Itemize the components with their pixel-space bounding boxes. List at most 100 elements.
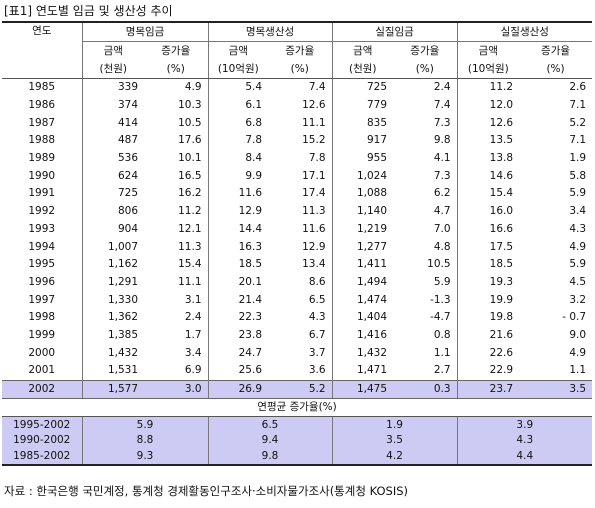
value-cell: 1,471: [331, 362, 394, 381]
value-cell: 4.3: [308, 311, 326, 324]
value-cell: 17.6: [178, 134, 202, 147]
table-row: 1996 1,291 11.1 20.1 8.6 1,494 5.9 19.3 4.5: [2, 273, 592, 292]
header-unit: (10억원): [207, 60, 269, 79]
avg-period-cell: 1985-2002: [2, 448, 82, 466]
value-cell: 19.3: [456, 273, 520, 292]
value-cell: 10.3: [178, 99, 202, 112]
value-cell: 14.6: [456, 167, 520, 186]
value-cell: 11.6: [207, 185, 269, 203]
table-row: 1998 1,362 2.4 22.3 4.3 1,404 -4.7 19.8 - 0.7: [2, 308, 592, 327]
value-cell: 3.1: [184, 293, 202, 306]
value-cell: 16.0: [456, 202, 520, 221]
value-cell: 725: [81, 185, 144, 203]
header-year: 연도: [2, 21, 82, 79]
avg-value-cell: 5.9: [81, 416, 209, 433]
value-cell: 1,432: [331, 344, 394, 362]
value-cell: 339: [81, 78, 144, 97]
value-cell: 3.4: [184, 346, 202, 359]
value-cell: 1,277: [331, 238, 394, 256]
table-row: 2001 1,531 6.9 25.6 3.6 1,471 2.7 22.9 1.1: [2, 362, 592, 381]
value-cell: 18.5: [207, 255, 269, 274]
value-cell: 7.4: [308, 81, 326, 94]
value-cell: - 0.7: [562, 311, 587, 324]
value-cell: 12.6: [302, 99, 326, 112]
value-cell: 1,140: [331, 202, 394, 221]
value-cell: 13.4: [302, 258, 326, 271]
value-cell: 4.9: [569, 240, 587, 253]
year-cell: 1993: [28, 222, 56, 235]
value-cell: 7.8: [207, 132, 269, 150]
value-cell: 1.1: [433, 346, 451, 359]
year-cell: 1998: [28, 311, 56, 324]
value-cell: 1,432: [81, 344, 144, 362]
year-cell: 1989: [28, 152, 56, 165]
table-row: 1987 414 10.5 6.8 11.1 835 7.3 12.6 5.2: [2, 114, 592, 133]
value-cell: 22.9: [456, 362, 520, 381]
table-row: 1997 1,330 3.1 21.4 6.5 1,474 -1.3 19.9 3.2: [2, 291, 592, 309]
value-cell: 3.4: [569, 205, 587, 218]
value-cell: 11.2: [456, 78, 520, 97]
value-cell: 3.0: [144, 379, 209, 400]
value-cell: 487: [81, 132, 144, 150]
value-cell: 6.1: [207, 96, 269, 115]
avg-title-row: 연평균 증가율(%): [2, 398, 593, 418]
value-cell: 624: [81, 167, 144, 186]
value-cell: 4.3: [569, 222, 587, 235]
value-cell: 6.5: [308, 293, 326, 306]
value-cell: 1,291: [81, 273, 144, 292]
value-cell: 12.1: [178, 222, 202, 235]
value-cell: 4.9: [184, 81, 202, 94]
value-cell: 12.6: [456, 114, 520, 133]
value-cell: 835: [331, 114, 394, 133]
table-row: 1995 1,162 15.4 18.5 13.4 1,411 10.5 18.5 5.9: [2, 255, 592, 274]
year-cell: 2000: [28, 346, 56, 359]
year-cell: 2001: [28, 364, 56, 377]
value-cell: 7.1: [569, 99, 587, 112]
value-cell: 16.3: [207, 238, 269, 256]
value-cell: 12.9: [302, 240, 326, 253]
value-cell: 1,330: [81, 291, 144, 309]
header-sub: 증가율: [393, 41, 458, 60]
value-cell: 5.4: [207, 78, 269, 97]
value-cell: 1,088: [331, 185, 394, 203]
header-sub: 증가율: [144, 41, 209, 60]
value-cell: 1,416: [331, 326, 394, 345]
value-cell: 7.3: [433, 169, 451, 182]
avg-value-cell: 9.8: [207, 448, 333, 466]
value-cell: 23.8: [207, 326, 269, 345]
year-cell: 1986: [28, 99, 56, 112]
value-cell: 1,475: [331, 379, 394, 400]
value-cell: 1,577: [81, 379, 144, 400]
value-cell: 1,411: [331, 255, 394, 274]
value-cell: 23.7: [456, 379, 520, 400]
data-table-container: 연도 명목임금 명목생산성 실질임금 실질생산성 금액 증가율 금액 증가율 금…: [2, 21, 593, 466]
header-group-real-productivity: 실질생산성: [456, 21, 593, 42]
value-cell: 22.6: [456, 344, 520, 362]
header-row-sub: 금액 증가율 금액 증가율 금액 증가율 금액 증가율: [2, 41, 593, 60]
value-cell: 917: [331, 132, 394, 150]
value-cell: 11.3: [302, 205, 326, 218]
value-cell: 10.1: [178, 152, 202, 165]
value-cell: 8.4: [207, 149, 269, 168]
value-cell: 7.0: [433, 222, 451, 235]
value-cell: 4.5: [569, 275, 587, 288]
header-unit: (%): [268, 60, 333, 79]
avg-row: 1985-2002 9.3 9.8 4.2 4.4: [2, 448, 593, 466]
header-group-real-wage: 실질임금: [331, 21, 458, 42]
header-unit: (%): [393, 60, 458, 79]
table-row: 1994 1,007 11.3 16.3 12.9 1,277 4.8 17.5 4.9: [2, 238, 592, 256]
value-cell: 6.2: [433, 187, 451, 200]
header-group-nominal-wage: 명목임금: [81, 21, 209, 42]
value-cell: 1,385: [81, 326, 144, 345]
wage-productivity-table: 연도 명목임금 명목생산성 실질임금 실질생산성 금액 증가율 금액 증가율 금…: [2, 21, 593, 466]
table-row: 2000 1,432 3.4 24.7 3.7 1,432 1.1 22.6 4.9: [2, 344, 592, 362]
value-cell: 13.8: [456, 149, 520, 168]
avg-value-cell: 4.4: [456, 448, 593, 466]
page-title: [표1] 연도별 임금 및 생산성 추이: [4, 4, 173, 18]
value-cell: 12.0: [456, 96, 520, 115]
table-row: 1985 339 4.9 5.4 7.4 725 2.4 11.2 2.6: [2, 78, 592, 97]
value-cell: 1,362: [81, 308, 144, 327]
value-cell: 7.3: [433, 116, 451, 129]
value-cell: 955: [331, 149, 394, 168]
value-cell: 1.1: [569, 364, 587, 377]
